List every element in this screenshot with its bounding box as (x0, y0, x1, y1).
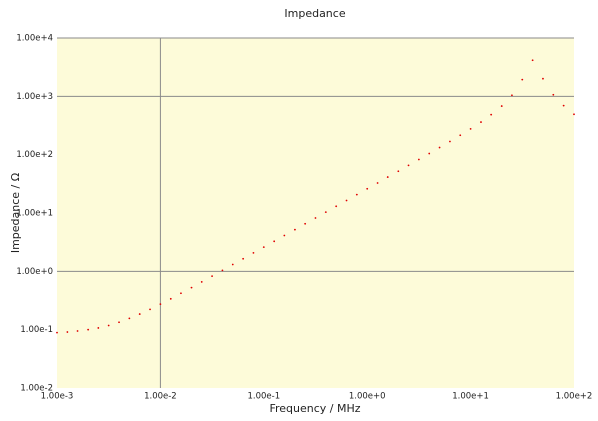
data-point (511, 94, 513, 97)
data-point (169, 297, 172, 300)
data-point (294, 228, 296, 231)
data-point (190, 286, 193, 289)
data-point (66, 331, 69, 333)
data-point (314, 217, 317, 219)
data-point (97, 327, 100, 329)
data-point (397, 170, 400, 173)
data-point (304, 222, 307, 225)
data-point (107, 324, 110, 327)
y-tick-label: 1.00e+3 (16, 92, 53, 102)
data-point (417, 158, 420, 161)
y-axis-label: Impedance / Ω (9, 173, 22, 253)
data-point (324, 211, 327, 214)
data-point (376, 182, 379, 184)
data-point (211, 275, 213, 278)
data-point (118, 321, 120, 324)
chart-title: Impedance (284, 7, 345, 20)
data-point (138, 313, 141, 315)
data-point (449, 140, 451, 143)
data-point (500, 105, 503, 107)
data-point (149, 308, 151, 311)
x-tick-label: 1.00e-3 (41, 392, 74, 402)
y-tick-label: 1.00e+2 (16, 150, 53, 160)
x-tick-label: 1.00e+0 (349, 392, 386, 402)
x-tick-label: 1.00e+2 (556, 392, 593, 402)
x-tick-label: 1.00e+1 (452, 392, 489, 402)
data-point (221, 269, 224, 272)
data-point (231, 263, 234, 266)
data-point (552, 93, 555, 96)
data-point (252, 252, 255, 254)
data-point (76, 330, 79, 332)
data-point (573, 113, 575, 116)
data-point (542, 77, 544, 80)
x-axis-label: Frequency / MHz (269, 402, 360, 415)
data-point (56, 331, 58, 334)
y-tick-label: 1.00e-1 (20, 325, 53, 335)
data-point (490, 113, 493, 116)
data-point (128, 317, 131, 320)
data-point (480, 121, 482, 123)
y-tick-label: 1.00e-2 (20, 384, 53, 394)
data-point (469, 127, 472, 130)
data-point (521, 78, 524, 81)
x-tick-label: 1.00e-2 (144, 392, 177, 402)
x-tick-label: 1.00e-1 (247, 392, 280, 402)
data-point (386, 176, 389, 178)
data-point (428, 152, 431, 155)
data-point (242, 257, 245, 260)
data-point (562, 104, 565, 107)
y-tick-label: 1.00e+4 (16, 34, 53, 44)
data-point (180, 292, 182, 295)
data-point (283, 234, 286, 237)
plot-area (57, 38, 574, 388)
data-point (407, 164, 410, 167)
data-point (345, 199, 348, 202)
data-point (366, 187, 369, 190)
data-point (87, 328, 90, 331)
data-point (355, 193, 358, 196)
y-tick-label: 1.00e+0 (16, 267, 53, 277)
data-point (438, 146, 441, 149)
y-tick-label: 1.00e+1 (16, 209, 53, 219)
data-point (459, 134, 462, 137)
data-point (273, 240, 276, 243)
data-point (262, 246, 265, 249)
data-point (335, 205, 338, 208)
data-point (159, 303, 162, 306)
data-point (531, 59, 534, 62)
data-point (200, 281, 203, 283)
